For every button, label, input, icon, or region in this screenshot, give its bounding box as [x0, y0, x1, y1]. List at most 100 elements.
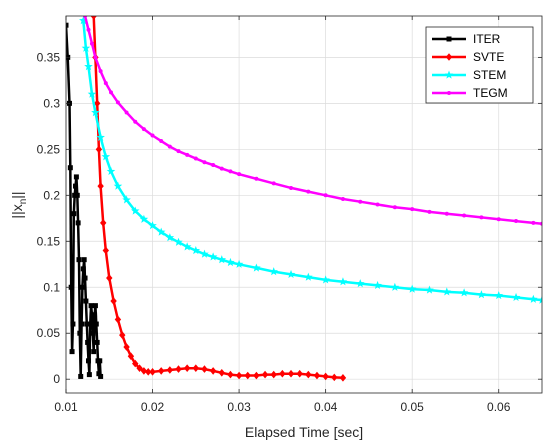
data-point-tegm [167, 144, 172, 149]
data-point-iter [77, 330, 83, 336]
data-point-iter [78, 373, 84, 379]
y-tick-labels: 0 0.05 0.1 0.15 0.2 0.25 0.3 0.35 [37, 50, 61, 386]
data-point-tegm [358, 199, 363, 204]
data-point-svte [253, 371, 260, 380]
data-point-tegm [176, 149, 181, 154]
data-point-svte [331, 373, 338, 382]
data-point-svte [201, 365, 208, 373]
data-point-tegm [375, 202, 380, 207]
series-tegm [83, 16, 542, 226]
data-point-tegm [159, 139, 164, 144]
data-point-svte [158, 367, 165, 375]
data-point-iter [88, 303, 94, 309]
data-point-iter [85, 339, 91, 345]
data-point-iter [92, 303, 98, 309]
data-point-svte [322, 372, 329, 381]
legend-marker-stem [444, 70, 454, 79]
data-point-svte [102, 246, 110, 255]
y-tick-label: 0.25 [37, 142, 61, 156]
legend-marker-iter [446, 36, 452, 42]
data-point-tegm [89, 41, 94, 46]
data-point-svte [296, 369, 303, 378]
data-point-iter [79, 321, 85, 327]
data-point-svte [127, 352, 135, 361]
data-point-svte [140, 367, 148, 375]
data-point-svte [145, 368, 152, 376]
data-point-svte [114, 315, 122, 324]
data-point-tegm [211, 162, 216, 167]
data-point-stem [208, 252, 218, 261]
series-line-tegm [83, 16, 542, 226]
data-point-stem [148, 221, 157, 230]
data-point-svte [149, 368, 156, 376]
data-point-stem [459, 288, 469, 297]
data-point-stem [269, 267, 278, 276]
data-point-svte [93, 99, 101, 108]
data-point-svte [305, 370, 312, 379]
data-point-iter [75, 220, 81, 226]
data-point-tegm [479, 215, 484, 220]
data-point-tegm [514, 219, 519, 224]
data-point-stem [286, 269, 296, 279]
data-point-stem [234, 259, 244, 268]
data-point-stem [79, 16, 88, 25]
x-tick-label: 0.01 [54, 400, 78, 414]
data-point-stem [494, 291, 504, 300]
legend-label-stem: STEM [473, 68, 506, 82]
data-point-tegm [124, 110, 129, 115]
data-point-stem [174, 237, 183, 246]
data-point-stem [252, 263, 261, 272]
data-point-iter [86, 358, 92, 364]
data-point-stem [165, 233, 175, 242]
series-layer [66, 16, 542, 382]
data-point-stem [442, 287, 452, 296]
x-tick-label: 0.06 [487, 400, 511, 414]
data-point-svte [287, 369, 295, 378]
data-point-iter [81, 257, 87, 263]
y-tick-label: 0.2 [43, 188, 60, 202]
x-tick-label: 0.04 [314, 400, 338, 414]
x-tick-label: 0.02 [141, 400, 165, 414]
y-axis-title-subscript: n [18, 199, 29, 205]
data-point-tegm [219, 166, 224, 171]
data-point-svte [123, 343, 130, 351]
legend: ITER SVTE STEM TEGM [425, 26, 534, 104]
data-point-stem [226, 257, 235, 267]
legend-marker-tegm [447, 91, 451, 95]
data-point-iter [93, 321, 99, 327]
data-point-iter [74, 192, 80, 198]
data-point-tegm [202, 160, 207, 165]
data-point-svte [192, 364, 200, 372]
x-axis-title: Elapsed Time [sec] [245, 424, 363, 440]
data-point-tegm [444, 211, 449, 216]
data-point-stem [91, 108, 100, 117]
data-point-tegm [410, 207, 415, 212]
data-point-svte [90, 16, 97, 20]
y-tick-label: 0.35 [37, 50, 61, 64]
data-point-svte [106, 274, 113, 282]
x-tick-labels: 0.01 0.02 0.03 0.04 0.05 0.06 [54, 400, 510, 414]
data-point-svte [279, 369, 286, 378]
data-point-iter [73, 183, 79, 189]
series-stem [79, 16, 542, 304]
legend-label-iter: ITER [473, 32, 501, 46]
data-point-svte [183, 364, 191, 372]
data-point-tegm [531, 220, 536, 225]
data-point-svte [209, 367, 217, 375]
data-point-svte [244, 371, 251, 380]
data-point-iter [66, 22, 69, 28]
data-point-stem [425, 285, 434, 294]
data-point-stem [321, 275, 330, 284]
data-point-stem [81, 43, 91, 52]
data-point-tegm [93, 55, 98, 60]
data-point-stem [477, 290, 486, 299]
x-tick-label: 0.05 [401, 400, 425, 414]
data-point-tegm [133, 119, 138, 124]
data-point-iter [87, 321, 93, 327]
data-point-iter [73, 174, 79, 180]
y-tick-label: 0.1 [43, 280, 60, 294]
legend-label-tegm: TEGM [473, 86, 508, 100]
data-point-tegm [185, 152, 190, 157]
data-point-tegm [392, 205, 397, 210]
data-point-tegm [427, 209, 432, 214]
